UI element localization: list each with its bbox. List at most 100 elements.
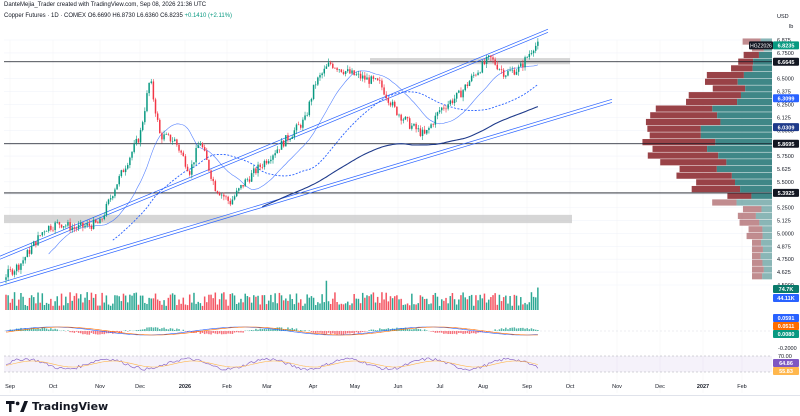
- candle-body: [37, 235, 38, 245]
- candle-body: [238, 188, 239, 190]
- macd-histogram-bar: [136, 330, 137, 331]
- volume-profile-down: [712, 199, 736, 205]
- candle-body: [236, 191, 237, 197]
- candle-body: [343, 72, 344, 74]
- volume-profile-up: [720, 119, 772, 125]
- candle-body: [360, 74, 361, 79]
- volume-bar: [84, 298, 85, 310]
- macd-histogram-bar: [377, 330, 378, 331]
- volume-bar: [447, 303, 448, 310]
- candle-body: [125, 169, 126, 173]
- candle-body: [516, 72, 517, 75]
- time-tick-label: Nov: [95, 384, 105, 390]
- volume-bar: [180, 304, 181, 310]
- volume-bar: [362, 293, 363, 310]
- volume-bar: [420, 295, 421, 310]
- volume-bar: [358, 299, 359, 310]
- macd-histogram-bar: [52, 329, 53, 331]
- volume-bar: [277, 303, 278, 310]
- volume-bar: [155, 294, 156, 310]
- volume-profile-down: [680, 166, 717, 172]
- candle-body: [289, 139, 290, 140]
- volume-bar: [172, 293, 173, 310]
- time-tick-label: Sep: [522, 384, 532, 390]
- volume-profile-up: [717, 112, 772, 118]
- candle-body: [197, 145, 198, 148]
- candle-body: [302, 120, 303, 128]
- volume-bar: [311, 296, 312, 310]
- macd-histogram-bar: [86, 331, 87, 335]
- candle-body: [486, 57, 487, 64]
- candle-body: [341, 69, 342, 72]
- candle-body: [287, 135, 288, 140]
- volume-bar: [439, 306, 440, 310]
- price-tick-label: 5.0000: [777, 231, 794, 237]
- volume-profile-up: [761, 240, 772, 246]
- volume-bar: [373, 292, 374, 310]
- volume-bar: [409, 305, 410, 310]
- macd-histogram-bar: [240, 331, 241, 332]
- macd-histogram-bar: [473, 331, 474, 333]
- candle-body: [93, 220, 94, 229]
- macd-histogram-bar: [144, 329, 145, 331]
- time-tick-label: Dec: [135, 384, 145, 390]
- macd-histogram-bar: [266, 329, 267, 331]
- candle-body: [212, 179, 213, 181]
- price-chart[interactable]: 6.8756.75006.50006.3756.25006.1256.00005…: [0, 0, 800, 395]
- volume-bar: [501, 301, 502, 310]
- volume-bar: [315, 305, 316, 310]
- volume-bar: [467, 299, 468, 310]
- volume-bar: [524, 303, 525, 310]
- macd-histogram-bar: [223, 331, 224, 334]
- volume-bar: [225, 300, 226, 310]
- candle-body: [95, 220, 96, 222]
- volume-bar: [200, 303, 201, 310]
- macd-histogram-bar: [511, 328, 512, 331]
- candle-body: [499, 69, 500, 70]
- volume-ma-label: 44.11K: [777, 296, 794, 302]
- volume-bar: [353, 294, 354, 310]
- candle-body: [509, 70, 510, 71]
- macd-histogram-bar: [475, 331, 476, 334]
- macd-histogram-bar: [334, 331, 335, 334]
- volume-bar: [475, 295, 476, 310]
- volume-bar: [377, 297, 378, 310]
- macd-histogram-bar: [326, 331, 327, 334]
- candle-body: [375, 78, 376, 79]
- candle-body: [458, 91, 459, 93]
- volume-bar: [69, 292, 70, 310]
- volume-bar: [259, 304, 260, 310]
- candle-body: [163, 134, 164, 139]
- volume-bar: [458, 299, 459, 310]
- macd-histogram-bar: [215, 331, 216, 334]
- macd-histogram-bar: [535, 330, 536, 331]
- macd-histogram-bar: [371, 330, 372, 331]
- candle-body: [31, 246, 32, 254]
- volume-profile-up: [762, 273, 772, 279]
- volume-bar: [317, 302, 318, 310]
- volume-bar: [296, 293, 297, 310]
- candle-body: [398, 115, 399, 116]
- macd-histogram-bar: [315, 331, 316, 333]
- volume-profile-down: [740, 219, 760, 225]
- volume-bar: [197, 302, 198, 310]
- volume-bar: [469, 296, 470, 310]
- candle-body: [161, 133, 162, 139]
- macd-histogram-bar: [364, 331, 365, 332]
- macd-histogram-bar: [420, 329, 421, 331]
- tradingview-logo[interactable]: TradingView: [6, 400, 108, 413]
- candle-body: [170, 135, 171, 142]
- candle-body: [74, 227, 75, 228]
- volume-bar: [324, 302, 325, 310]
- volume-bar: [104, 303, 105, 310]
- candle-body: [116, 184, 117, 189]
- macd-histogram-bar: [44, 328, 45, 331]
- volume-bar: [208, 295, 209, 310]
- candle-body: [437, 112, 438, 116]
- channel-line: [0, 102, 612, 286]
- candle-body: [244, 180, 245, 187]
- volume-bar: [490, 297, 491, 310]
- candle-body: [311, 99, 312, 102]
- candle-body: [338, 69, 339, 70]
- candle-body: [464, 85, 465, 91]
